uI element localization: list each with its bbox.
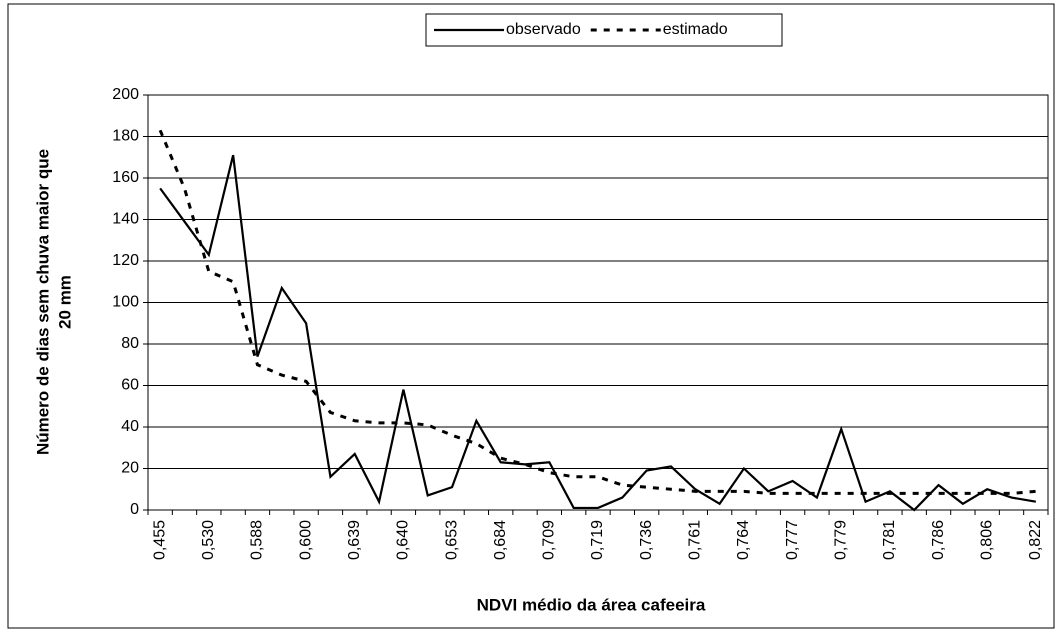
- y-tick-label: 0: [130, 501, 139, 518]
- x-tick-label: 0,781: [881, 520, 898, 560]
- x-tick-label: 0,600: [297, 520, 314, 560]
- y-axis-title-line: 20 mm: [55, 275, 74, 329]
- x-tick-label: 0,779: [832, 520, 849, 560]
- series-line: [158, 129, 1036, 495]
- x-tick-label: 0,455: [151, 520, 168, 560]
- y-tick-label: 180: [112, 128, 139, 145]
- y-tick-label: 40: [121, 418, 139, 435]
- x-tick-label: 0,653: [443, 520, 460, 560]
- x-tick-label: 0,709: [541, 520, 558, 560]
- x-tick-label: 0,640: [395, 520, 412, 560]
- y-tick-label: 100: [112, 294, 139, 311]
- series-line: [159, 154, 1037, 512]
- y-tick-label: 140: [112, 211, 139, 228]
- x-tick-label: 0,736: [638, 520, 655, 560]
- x-tick-label: 0,822: [1027, 520, 1044, 560]
- y-tick-label: 80: [121, 335, 139, 352]
- x-axis-title: NDVI médio da área cafeeira: [477, 595, 706, 614]
- x-tick-label: 0,786: [930, 520, 947, 560]
- x-tick-label: 0,764: [735, 520, 752, 560]
- x-tick-label: 0,806: [978, 520, 995, 560]
- y-tick-label: 200: [112, 86, 139, 103]
- x-tick-label: 0,777: [784, 520, 801, 560]
- y-tick-label: 20: [121, 460, 139, 477]
- x-tick-label: 0,761: [687, 520, 704, 560]
- legend-label: observado: [506, 21, 581, 38]
- legend: observado estimado: [425, 13, 783, 47]
- y-tick-label: 160: [112, 169, 139, 186]
- y-axis-title-line: Número de dias sem chuva maior que: [33, 149, 52, 455]
- x-tick-label: 0,530: [200, 520, 217, 560]
- x-tick-label: 0,588: [249, 520, 266, 560]
- y-tick-label: 120: [112, 252, 139, 269]
- y-axis-title: Número de dias sem chuva maior que 20 mm: [33, 149, 74, 455]
- x-tick-label: 0,719: [589, 520, 606, 560]
- y-tick-label: 60: [121, 377, 139, 394]
- x-tick-label: 0,684: [492, 520, 509, 560]
- legend-label: estimado: [663, 21, 728, 38]
- x-tick-label: 0,639: [346, 520, 363, 560]
